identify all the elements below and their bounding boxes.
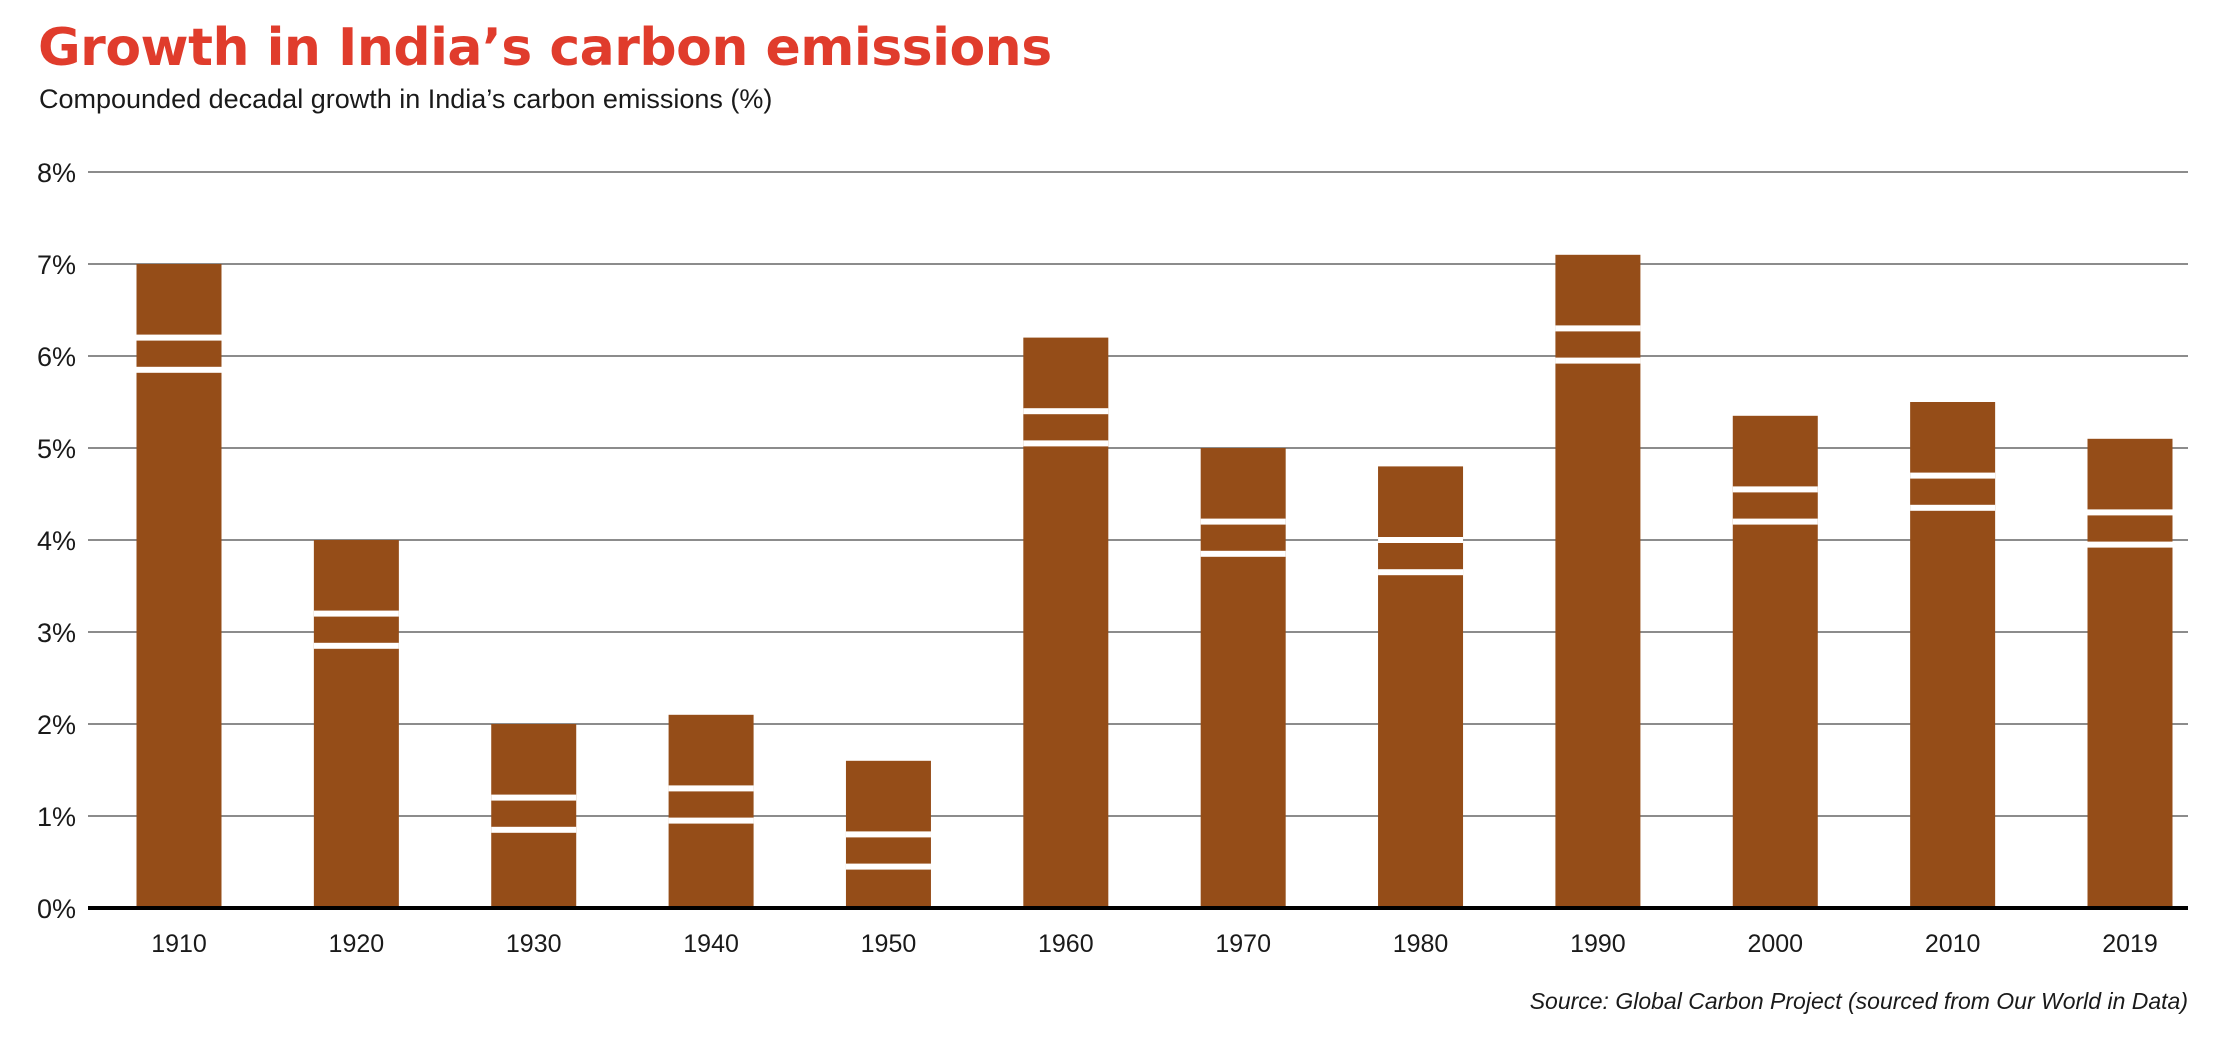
- bar-group: [1910, 402, 1996, 908]
- bar-stripe: [313, 610, 399, 617]
- bar-stripe: [1732, 486, 1818, 493]
- chart-title: Growth in India’s carbon emissions: [38, 18, 1052, 78]
- bar-stripe: [845, 831, 931, 838]
- bar-stripe: [1200, 518, 1286, 525]
- bar-stripe: [491, 826, 577, 833]
- bar: [1732, 415, 1818, 908]
- bar-stripe: [1200, 550, 1286, 557]
- x-tick-label: 2019: [2102, 930, 2158, 958]
- bar-stripe: [136, 366, 222, 373]
- x-tick-label: 1910: [151, 930, 207, 958]
- bar-group: [1200, 448, 1286, 908]
- bar-stripe: [313, 642, 399, 649]
- y-tick-label: 0%: [37, 894, 76, 924]
- bar: [136, 264, 222, 908]
- bar: [491, 724, 577, 908]
- bar: [313, 540, 399, 908]
- source-note: Source: Global Carbon Project (sourced f…: [1529, 988, 2188, 1014]
- bar: [1910, 402, 1996, 908]
- bar: [1023, 337, 1109, 909]
- x-tick-label: 1940: [683, 930, 739, 958]
- gridlines: [88, 171, 2188, 817]
- bar-stripe: [491, 794, 577, 801]
- bar-group: [668, 714, 754, 908]
- bar-stripe: [668, 785, 754, 792]
- y-tick-label: 1%: [37, 802, 76, 832]
- y-tick-label: 3%: [37, 618, 76, 648]
- y-tick-label: 2%: [37, 710, 76, 740]
- x-tick-label: 1990: [1570, 930, 1626, 958]
- bar-group: [136, 264, 222, 908]
- bar-group: [1732, 415, 1818, 908]
- bar: [1200, 448, 1286, 908]
- bar-stripe: [845, 863, 931, 870]
- bar-stripe: [2087, 509, 2173, 516]
- bar-stripe: [1378, 569, 1464, 576]
- bar-stripe: [668, 817, 754, 824]
- bar-stripe: [1023, 408, 1109, 415]
- x-tick-label: 1980: [1393, 930, 1449, 958]
- bar: [2087, 438, 2173, 908]
- bar-stripe: [1910, 504, 1996, 511]
- bar-group: [845, 760, 931, 908]
- bar: [1555, 254, 1641, 909]
- bar-stripe: [1555, 357, 1641, 364]
- bar-group: [313, 540, 399, 908]
- bar-stripe: [2087, 541, 2173, 548]
- bar-stripe: [1555, 325, 1641, 332]
- bar-group: [491, 724, 577, 908]
- bar-stripe: [1023, 440, 1109, 447]
- x-tick-label: 1970: [1215, 930, 1271, 958]
- chart-subtitle: Compounded decadal growth in India’s car…: [39, 84, 773, 114]
- bar: [1378, 466, 1464, 908]
- x-tick-label: 2000: [1747, 930, 1803, 958]
- x-tick-label: 2010: [1925, 930, 1981, 958]
- bar-group: [1555, 254, 1641, 909]
- x-axis-tick-labels: 1910 1920 1930 1940 1950 1960 1970 1980 1990 2000…: [151, 930, 2158, 958]
- bar-stripe: [136, 334, 222, 341]
- y-tick-label: 5%: [37, 434, 76, 464]
- bar-group: [2087, 438, 2173, 908]
- bar: [668, 714, 754, 908]
- bar-stripe: [1910, 472, 1996, 479]
- x-tick-label: 1930: [506, 930, 562, 958]
- y-tick-label: 6%: [37, 342, 76, 372]
- x-tick-label: 1920: [329, 930, 385, 958]
- bar-stripe: [1732, 518, 1818, 525]
- y-axis-tick-labels: 0% 1% 2% 3% 4% 5% 6% 7% 8%: [37, 158, 76, 924]
- y-tick-label: 4%: [37, 526, 76, 556]
- bar-group: [1378, 466, 1464, 908]
- x-tick-label: 1960: [1038, 930, 1094, 958]
- bar-stripe: [1378, 537, 1464, 543]
- bar-group: [1023, 337, 1109, 909]
- x-tick-label: 1950: [861, 930, 917, 958]
- y-tick-label: 7%: [37, 250, 76, 280]
- y-tick-label: 8%: [37, 158, 76, 188]
- bars: [136, 254, 2173, 909]
